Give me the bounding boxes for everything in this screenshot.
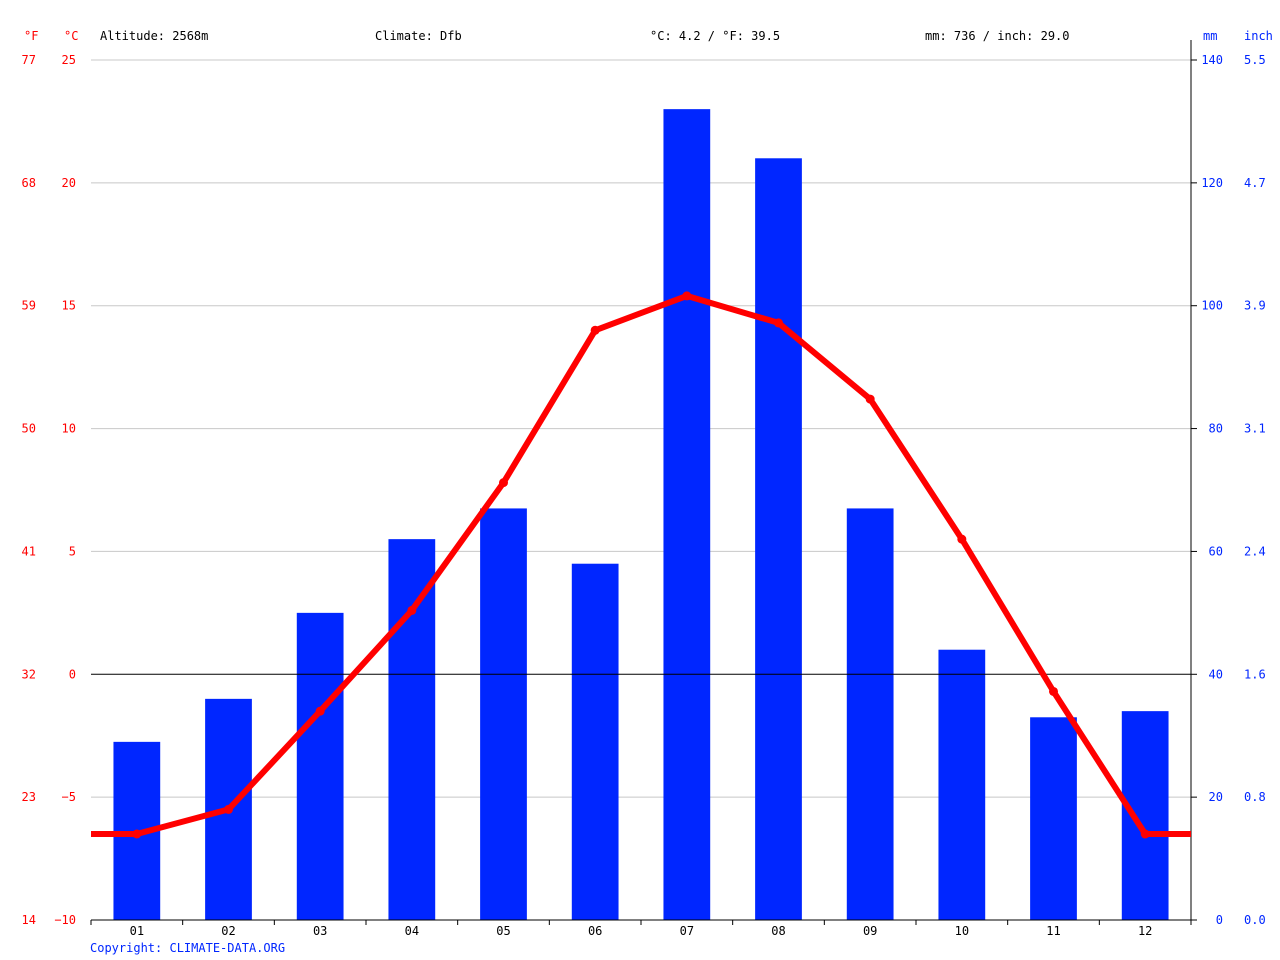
fahrenheit-tick-label: 50	[22, 422, 36, 436]
celsius-tick-label: 0	[69, 667, 76, 681]
inch-tick-label: 1.6	[1244, 667, 1266, 681]
month-tick-label: 01	[130, 924, 144, 938]
inch-unit-label: inch	[1244, 29, 1273, 43]
celsius-unit-label: °C	[64, 29, 79, 43]
temperature-point	[407, 605, 417, 615]
temperature-point	[590, 325, 600, 335]
precipitation-bar	[846, 508, 894, 920]
celsius-tick-label: −10	[54, 913, 76, 927]
fahrenheit-tick-label: 14	[22, 913, 36, 927]
precipitation-bar	[1030, 717, 1077, 920]
fahrenheit-unit-label: °F	[24, 29, 39, 43]
celsius-tick-label: 10	[62, 422, 76, 436]
temperature-point	[774, 318, 783, 328]
month-tick-label: 12	[1138, 924, 1152, 938]
temperature-point	[957, 534, 967, 544]
inch-tick-label: 5.5	[1244, 53, 1266, 67]
month-tick-label: 07	[680, 924, 694, 938]
mm-tick-label: 100	[1201, 299, 1223, 313]
mm-tick-label: 80	[1209, 422, 1223, 436]
fahrenheit-tick-label: 77	[22, 53, 36, 67]
copyright-label: Copyright: CLIMATE-DATA.ORG	[90, 941, 286, 955]
mm-tick-label: 60	[1209, 544, 1223, 558]
inch-tick-label: 2.4	[1244, 544, 1266, 558]
precipitation-bar	[938, 649, 986, 920]
precipitation-bar	[571, 563, 619, 920]
month-tick-label: 02	[221, 924, 235, 938]
temperature-line-layer	[91, 291, 1191, 839]
month-tick-label: 05	[496, 924, 510, 938]
temperature-average-label: °C: 4.2 / °F: 39.5	[650, 29, 781, 43]
fahrenheit-tick-label: 32	[22, 667, 36, 681]
inch-tick-label: 3.9	[1244, 299, 1266, 313]
precipitation-bars	[113, 109, 1169, 921]
inch-tick-label: 3.1	[1244, 422, 1266, 436]
temperature-point	[1140, 829, 1150, 839]
mm-tick-label: 0	[1216, 913, 1223, 927]
precipitation-bar	[1121, 711, 1169, 920]
fahrenheit-tick-label: 59	[22, 299, 36, 313]
inch-tick-label: 0.0	[1244, 913, 1266, 927]
temperature-line	[91, 292, 1191, 837]
month-tick-label: 10	[955, 924, 969, 938]
climate-label: Climate: Dfb	[375, 29, 462, 43]
precipitation-bar	[663, 109, 711, 920]
mm-unit-label: mm	[1203, 29, 1218, 43]
fahrenheit-tick-label: 23	[22, 790, 36, 804]
axes	[90, 40, 1197, 925]
month-tick-label: 09	[863, 924, 877, 938]
temperature-point	[499, 478, 508, 488]
month-tick-label: 04	[405, 924, 419, 938]
month-tick-label: 08	[771, 924, 785, 938]
month-tick-label: 03	[313, 924, 327, 938]
mm-tick-label: 120	[1201, 176, 1223, 190]
celsius-tick-label: 15	[62, 299, 76, 313]
inch-tick-label: 4.7	[1244, 176, 1266, 190]
celsius-tick-label: 25	[62, 53, 76, 67]
celsius-tick-label: 5	[69, 544, 76, 558]
temperature-point	[682, 291, 692, 301]
precipitation-bar	[755, 158, 802, 921]
mm-tick-label: 40	[1209, 667, 1223, 681]
temperature-point	[132, 829, 142, 839]
precipitation-total-label: mm: 736 / inch: 29.0	[925, 29, 1070, 43]
celsius-tick-label: −5	[62, 790, 76, 804]
precipitation-bar	[388, 539, 436, 920]
month-tick-label: 06	[588, 924, 602, 938]
temperature-point	[315, 706, 325, 716]
grid-layer	[91, 59, 1191, 798]
mm-tick-label: 20	[1209, 790, 1223, 804]
precipitation-bar	[296, 612, 344, 920]
precipitation-bar	[480, 508, 527, 920]
inch-tick-label: 0.8	[1244, 790, 1266, 804]
altitude-label: Altitude: 2568m	[100, 29, 209, 43]
temperature-point	[1049, 686, 1058, 696]
fahrenheit-tick-label: 41	[22, 544, 36, 558]
month-tick-label: 11	[1046, 924, 1060, 938]
fahrenheit-tick-label: 68	[22, 176, 36, 190]
temperature-point	[224, 804, 233, 814]
celsius-tick-label: 20	[62, 176, 76, 190]
mm-tick-label: 140	[1201, 53, 1223, 67]
temperature-point	[865, 394, 875, 404]
